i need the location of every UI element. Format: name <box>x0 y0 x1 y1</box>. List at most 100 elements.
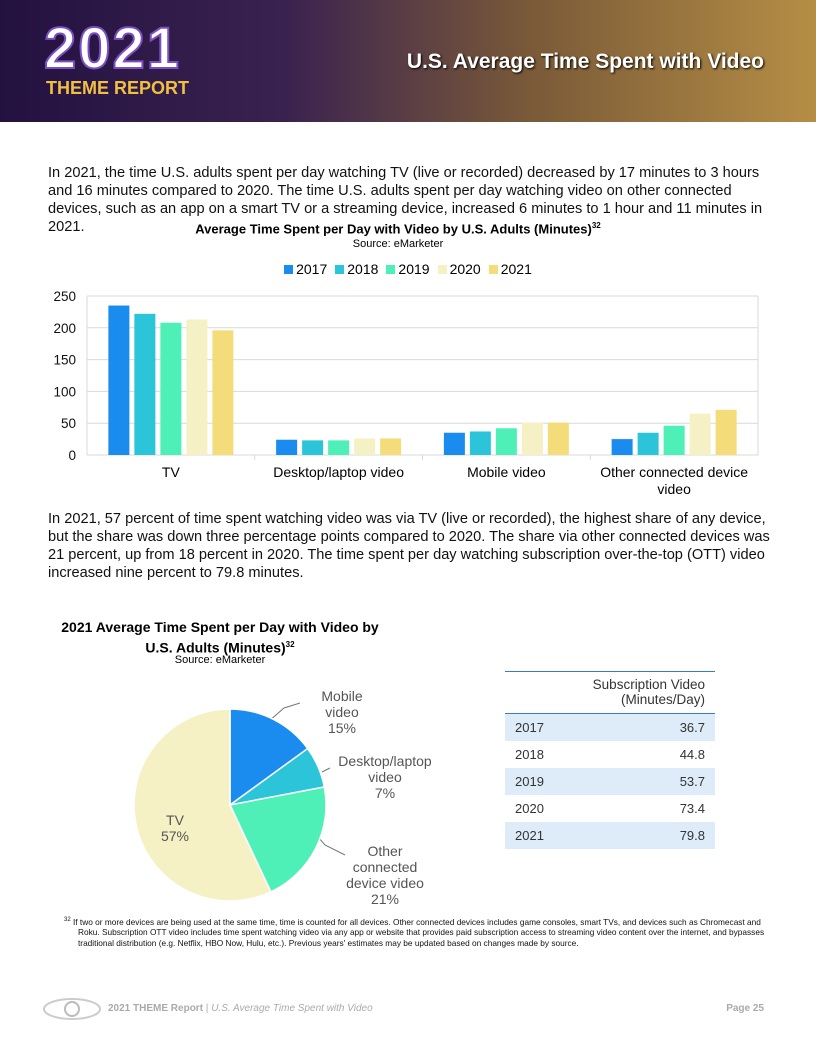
bar <box>186 319 208 455</box>
footer-report: 2021 THEME Report <box>108 1003 204 1014</box>
bar <box>521 422 543 455</box>
bar <box>328 440 350 455</box>
category: TV <box>166 812 184 828</box>
chart-title: 2021 Average Time Spent per Day with Vid… <box>50 619 390 657</box>
legend-item: 2018 <box>335 261 378 277</box>
pie-slice <box>133 708 272 902</box>
footer-page: Page 25 <box>726 1003 764 1014</box>
table-cell: 79.8 <box>679 827 705 843</box>
x-tick-label: TV <box>161 464 180 480</box>
y-tick-label: 0 <box>68 448 76 463</box>
y-tick-label: 150 <box>53 353 76 368</box>
footnote-text: If two or more devices are being used at… <box>73 916 765 948</box>
footer-left: 2021 THEME Report | U.S. Average Time Sp… <box>108 1003 373 1014</box>
table-cell: 73.4 <box>679 800 705 816</box>
legend-label: 2019 <box>398 261 430 277</box>
footnote-number: 32 <box>64 917 71 923</box>
chart-title: Average Time Spent per Day with Video by… <box>100 221 696 236</box>
pie-label: Mobile video 15% <box>290 688 394 736</box>
bar <box>469 431 491 455</box>
x-tick-label: Other connected device video <box>600 464 749 497</box>
legend-label: 2017 <box>296 261 328 277</box>
legend-label: 2021 <box>500 261 532 277</box>
table-row: 2020 73.4 <box>505 795 715 822</box>
table-cell: 53.7 <box>679 773 705 789</box>
table-row: 2019 53.7 <box>505 767 715 795</box>
paragraph: In 2021, 57 percent of time spent watchi… <box>48 511 770 581</box>
paragraph: In 2021, the time U.S. adults spent per … <box>48 165 763 235</box>
table-cell: 2021 <box>515 827 544 843</box>
table-header: Subscription Video (Minutes/Day) <box>505 671 715 714</box>
table: Subscription Video (Minutes/Day) 2017 36.… <box>505 671 715 849</box>
table-row: 2021 79.8 <box>505 821 715 849</box>
bar <box>495 428 517 455</box>
x-tick-label: Desktop/laptop video <box>273 464 404 480</box>
legend-item: 2021 <box>488 261 532 277</box>
table-cell: 2020 <box>515 800 544 816</box>
percent: 21% <box>370 891 400 907</box>
bar <box>212 330 234 455</box>
bar <box>134 313 156 455</box>
percent: 57% <box>160 828 190 844</box>
pie-label: TV 57% <box>150 812 200 844</box>
legend-swatch <box>284 264 294 274</box>
bar <box>380 438 402 455</box>
y-tick-label: 100 <box>53 384 76 399</box>
bar <box>637 432 659 455</box>
legend-item: 2019 <box>386 261 430 277</box>
category: Desktop/laptop video <box>338 753 432 785</box>
legend-swatch <box>437 264 447 274</box>
pie-label: Desktop/laptop video 7% <box>330 753 440 801</box>
pie-label: Other connected device video 21% <box>335 843 435 907</box>
legend-label: 2018 <box>347 261 379 277</box>
title-note: 32 <box>591 221 601 230</box>
bar <box>689 413 711 455</box>
percent: 7% <box>374 785 396 801</box>
table-row: 2017 36.7 <box>505 713 715 741</box>
title-text: Average Time Spent per Day with Video by… <box>195 221 592 237</box>
leader-line <box>267 702 301 723</box>
header-subtitle: THEME REPORT <box>46 78 190 98</box>
table-cell: 2019 <box>515 773 544 789</box>
bar <box>611 439 633 455</box>
y-tick-label: 200 <box>53 321 76 336</box>
title-note: 32 <box>285 640 295 649</box>
pie-slice <box>229 708 309 807</box>
footer-section: U.S. Average Time Spent with Video <box>211 1003 373 1014</box>
bar <box>547 422 569 455</box>
table-cell: 2018 <box>515 746 544 762</box>
bar <box>443 432 465 455</box>
title-text: 2021 Average Time Spent per Day with Vid… <box>61 619 379 656</box>
legend-swatch <box>386 264 396 274</box>
table-row: 2018 44.8 <box>505 741 715 768</box>
chart-subtitle: Source: eMarketer <box>174 654 266 666</box>
legend-swatch <box>335 264 345 274</box>
footer-logo <box>43 998 101 1020</box>
table-cell: 44.8 <box>679 746 705 762</box>
legend-item: 2020 <box>437 261 481 277</box>
header-band <box>0 0 816 122</box>
percent: 15% <box>327 720 357 736</box>
legend: 2017 2018 2019 2020 2021 <box>0 261 816 277</box>
bar <box>302 440 324 455</box>
bar <box>354 438 376 455</box>
bar <box>160 322 182 455</box>
bar <box>663 425 685 455</box>
header-year: 2021 <box>43 16 182 81</box>
y-tick-label: 250 <box>53 289 76 304</box>
table-cell: 36.7 <box>679 719 705 735</box>
bar <box>715 409 737 455</box>
bar <box>276 439 298 455</box>
y-tick-label: 50 <box>61 416 76 431</box>
table-cell: 2017 <box>515 719 544 735</box>
header-title: U.S. Average Time Spent with Video <box>406 50 764 73</box>
footnote: 32 If two or more devices are being used… <box>64 915 778 948</box>
x-tick-label: Mobile video <box>467 464 546 480</box>
legend-item: 2017 <box>284 261 327 277</box>
leader-line <box>321 767 331 773</box>
chart-subtitle: Source: eMarketer <box>352 238 444 250</box>
legend-label: 2020 <box>449 261 481 277</box>
bar <box>108 305 130 455</box>
